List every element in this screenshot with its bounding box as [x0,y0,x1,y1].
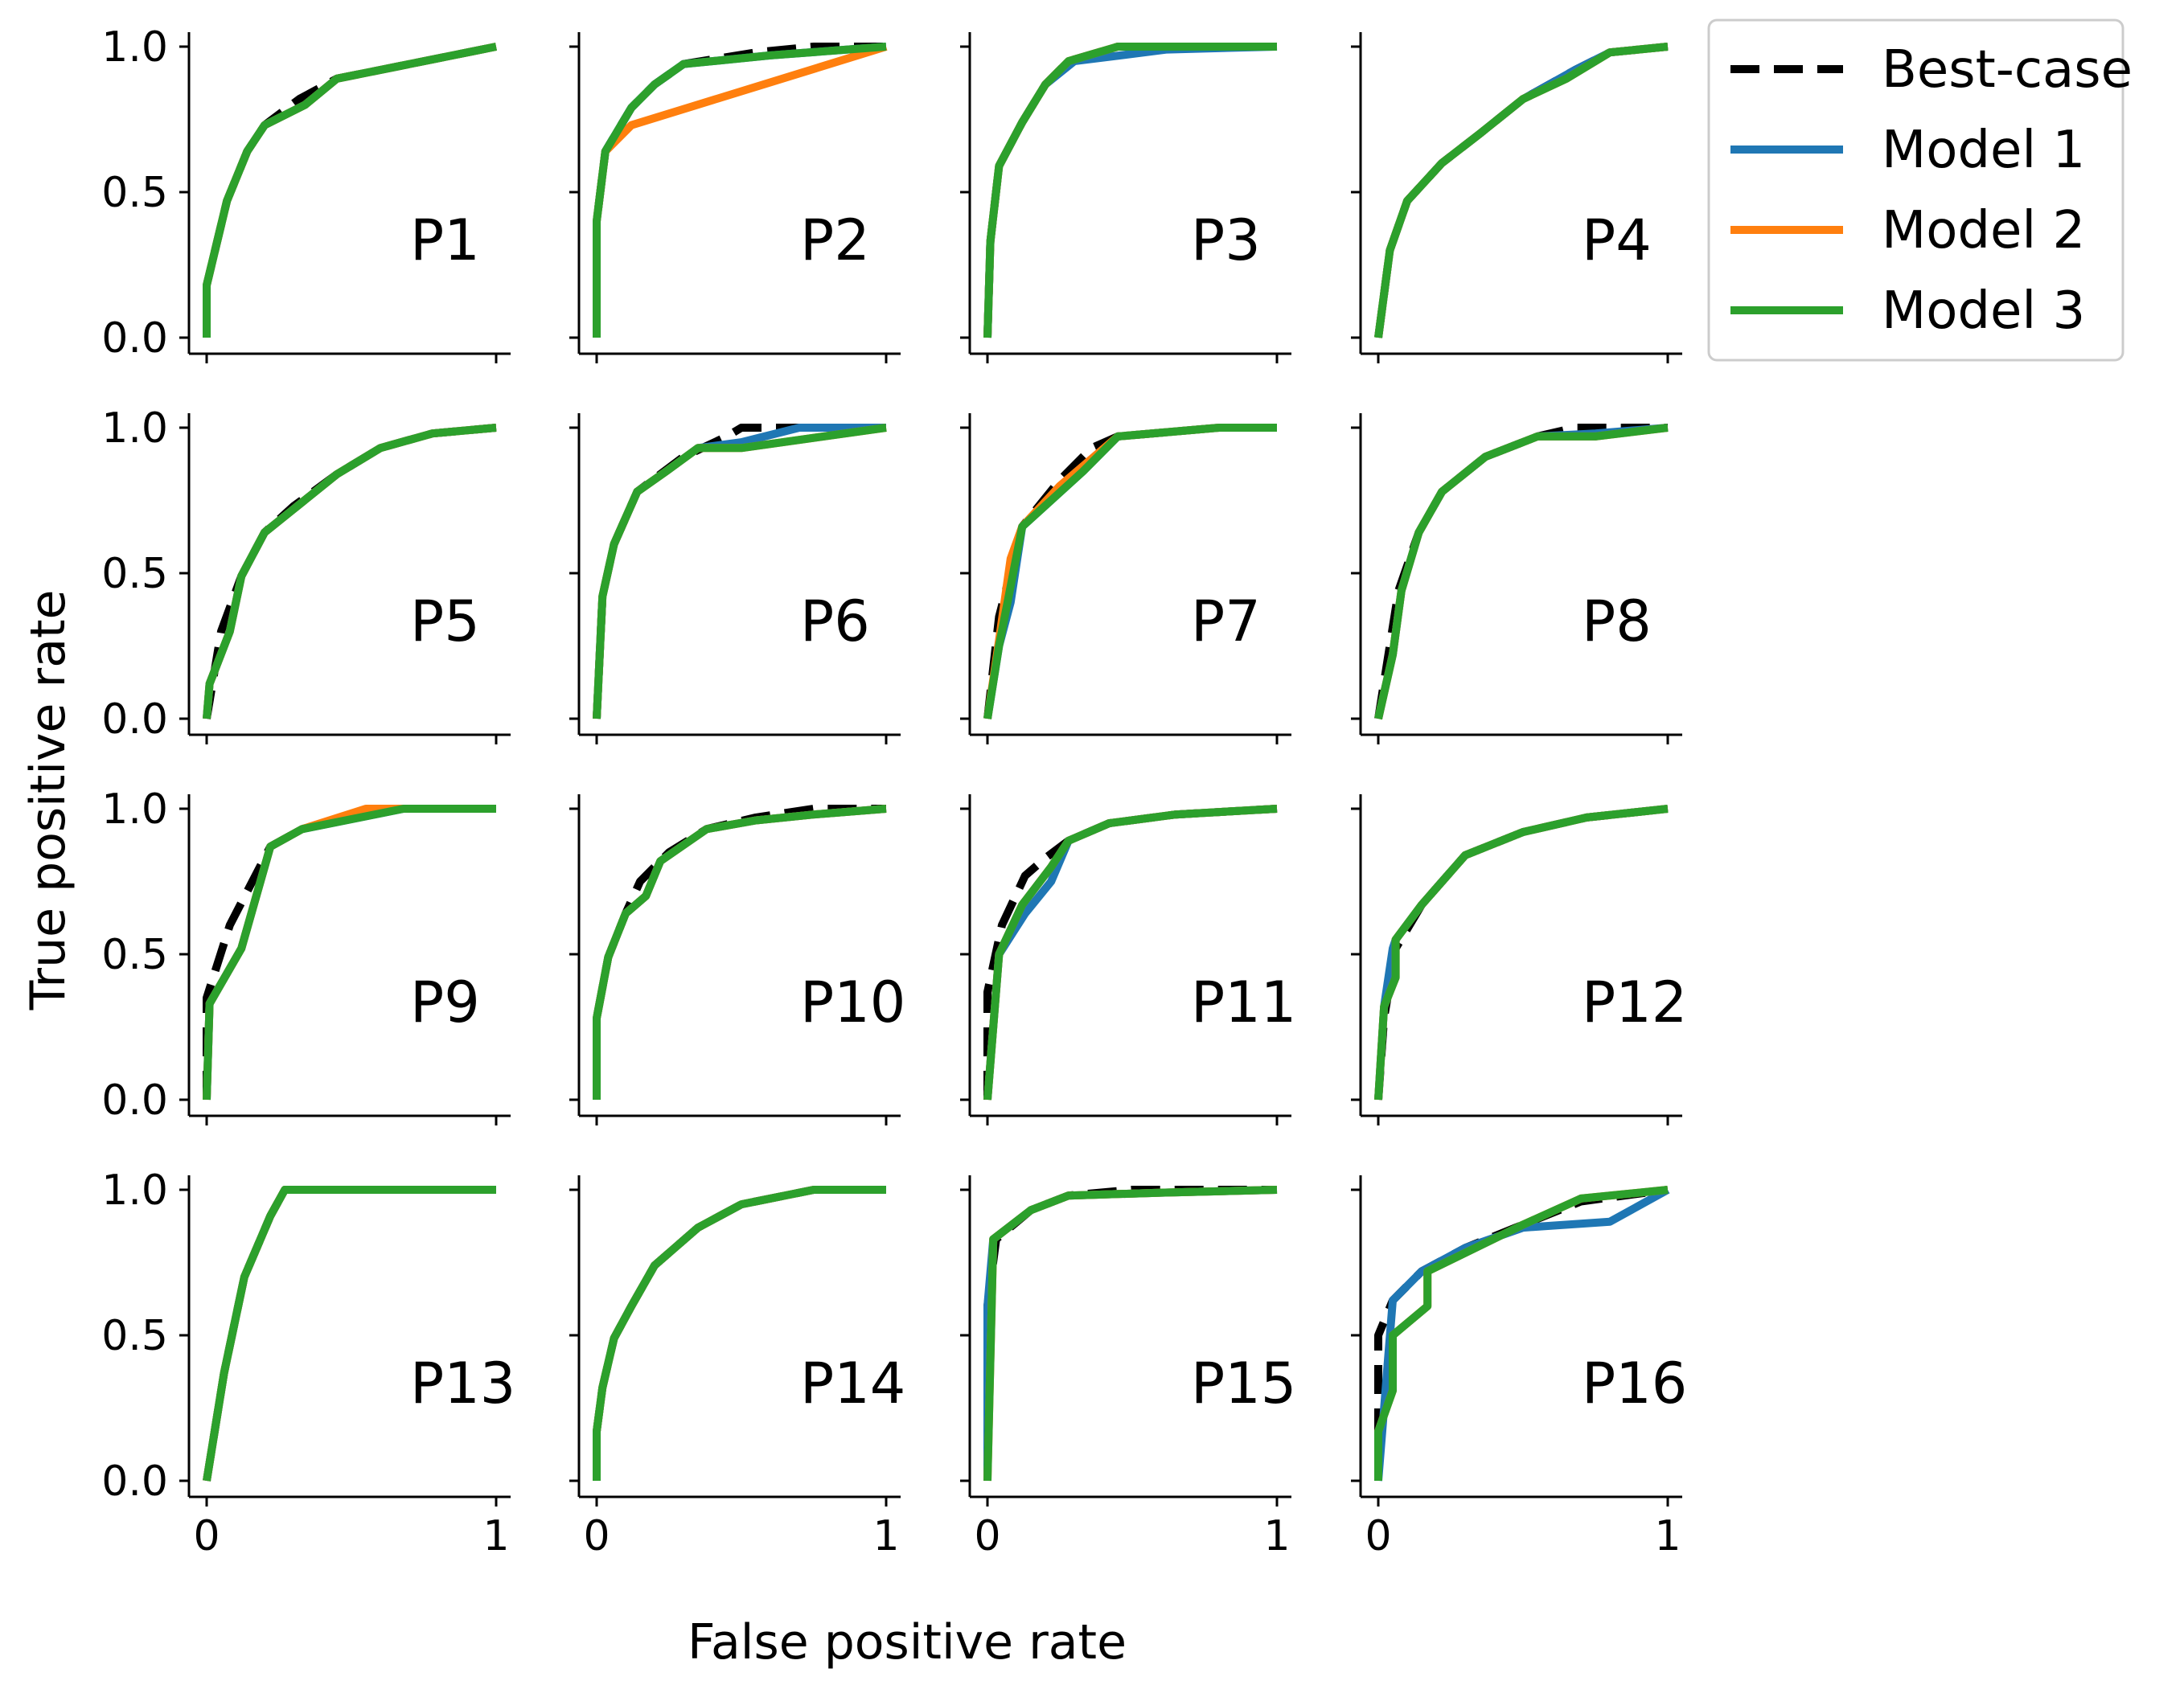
series-line-model-3 [593,424,887,719]
series-line-model-3 [203,43,497,338]
legend: Best-case Model 1 Model 2 Model 3 [1707,18,2133,362]
panel-label: P15 [1191,1351,1296,1416]
y-tick-label: 0.5 [101,169,168,217]
series-line-model-3 [203,805,496,1101]
panel-p3: P3 [960,32,1291,363]
panel-label: P12 [1582,970,1687,1035]
panel-label: P5 [410,588,480,654]
legend-label-model-3: Model 3 [1882,281,2085,341]
legend-label-model-2: Model 2 [1882,201,2085,260]
x-tick-label: 1 [1263,1512,1290,1560]
panel-p9: 0.0 0.5 1.0 P9 [101,785,511,1125]
panel-p12: P12 [1351,794,1687,1125]
panel-p11: P11 [960,794,1296,1125]
legend-label-model-1: Model 1 [1882,121,2085,180]
series-line-model-3 [593,43,887,338]
y-tick-label: 0.0 [101,695,168,744]
legend-frame [1707,18,2124,362]
panel-label: P8 [1582,588,1652,654]
panel-label: P16 [1582,1351,1687,1416]
series-line-model-3 [1374,805,1669,1101]
y-tick-label: 0.0 [101,1457,168,1506]
panel-label: P11 [1191,970,1296,1035]
series-line-model-3 [983,43,1277,338]
panel-label: P2 [800,207,870,273]
series-line-model-3 [1374,43,1669,338]
panel-p15: 0 1 P15 [960,1175,1296,1560]
series-line-model-1 [1374,1186,1670,1482]
x-tick-label: 0 [1365,1512,1391,1560]
y-tick-label: 0.5 [101,550,168,598]
y-tick-label: 1.0 [101,404,168,453]
panel-p5: 0.0 0.5 1.0 P5 [101,404,511,744]
y-tick-label: 1.0 [101,1166,168,1215]
panel-label: P6 [800,588,870,654]
panel-label: P4 [1582,207,1652,273]
x-tick-label: 1 [1654,1512,1681,1560]
panel-p2: P2 [569,32,901,363]
panel-p13: 0.0 0.5 1.0 0 1 P13 [101,1166,515,1560]
panel-grid: 0.0 0.5 1.0 P1 P2 P3 P4 0.0 0.5 1.0 P5 P6 P7 P8 0.0 0.5… [101,23,1687,1560]
y-tick-label: 0.0 [101,1076,168,1125]
panel-p8: P8 [1351,413,1682,744]
panel-p6: P6 [569,413,901,744]
x-tick-label: 0 [583,1512,610,1560]
panel-label: P1 [410,207,480,273]
y-axis-title: True positive rate [20,590,76,1011]
x-tick-label: 0 [193,1512,220,1560]
panel-p7: P7 [960,413,1291,744]
panel-label: P3 [1191,207,1261,273]
x-axis-title: False positive rate [688,1614,1127,1671]
panel-p14: 0 1 P14 [569,1175,905,1560]
series-line-model-3 [593,805,887,1100]
y-tick-label: 1.0 [101,785,168,834]
y-tick-label: 1.0 [101,23,168,72]
series-line-model-3 [1374,424,1669,720]
panel-p1: 0.0 0.5 1.0 P1 [101,23,511,363]
y-tick-label: 0.5 [101,1312,168,1360]
panel-label: P7 [1191,588,1261,654]
series-line-model-3 [1374,1186,1669,1481]
x-tick-label: 0 [974,1512,1000,1560]
x-tick-label: 1 [872,1512,899,1560]
panel-label: P13 [410,1351,515,1416]
series-line-model-3 [593,1186,886,1481]
y-tick-label: 0.0 [101,314,168,363]
panel-p16: 0 1 P16 [1351,1175,1687,1560]
panel-p10: P10 [569,794,905,1125]
series-line-model-3 [983,424,1277,719]
panel-label: P9 [410,970,480,1035]
panel-label: P14 [800,1351,905,1416]
legend-label-best-case: Best-case [1882,40,2133,100]
series-line-model-3 [983,805,1278,1101]
series-line-model-3 [203,1186,496,1482]
y-tick-label: 0.5 [101,931,168,979]
x-tick-label: 1 [482,1512,509,1560]
series-line-model-3 [203,424,497,719]
panel-p4: P4 [1351,32,1682,363]
series-line-best-case [1374,1186,1669,1481]
series-line-model-3 [983,1186,1278,1482]
panel-label: P10 [800,970,905,1035]
